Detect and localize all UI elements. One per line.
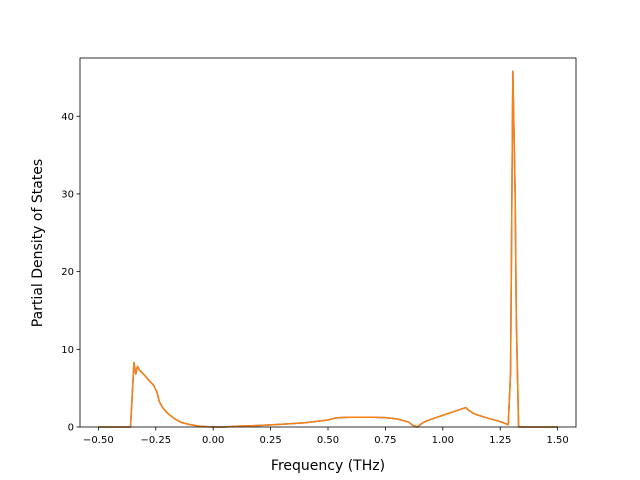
y-tick-label: 10 xyxy=(61,345,74,356)
series-line-2 xyxy=(98,70,558,428)
x-tick-label: 0.75 xyxy=(374,435,396,446)
x-axis-ticks: −0.50 −0.25 0.00 0.25 0.50 0.75 1.00 1.25 1.50 xyxy=(83,427,569,446)
series-layer xyxy=(98,70,558,428)
x-axis-label: Frequency (THz) xyxy=(271,458,385,474)
x-tick-label: 1.00 xyxy=(432,435,454,446)
y-tick-label: 30 xyxy=(61,189,74,200)
x-tick-label: 0.00 xyxy=(202,435,224,446)
y-axis-label: Partial Density of States xyxy=(30,159,46,327)
y-tick-label: 40 xyxy=(61,112,74,123)
x-tick-label: 0.25 xyxy=(259,435,281,446)
y-tick-label: 20 xyxy=(61,267,74,278)
x-tick-label: −0.25 xyxy=(140,435,171,446)
x-tick-label: −0.50 xyxy=(83,435,114,446)
x-tick-label: 1.25 xyxy=(489,435,511,446)
x-tick-label: 1.50 xyxy=(546,435,568,446)
series-line-1 xyxy=(98,70,558,428)
plot-frame xyxy=(79,57,577,428)
y-axis-ticks: 0 10 20 30 40 xyxy=(61,112,80,434)
y-tick-label: 0 xyxy=(68,423,74,434)
x-tick-label: 0.50 xyxy=(317,435,339,446)
